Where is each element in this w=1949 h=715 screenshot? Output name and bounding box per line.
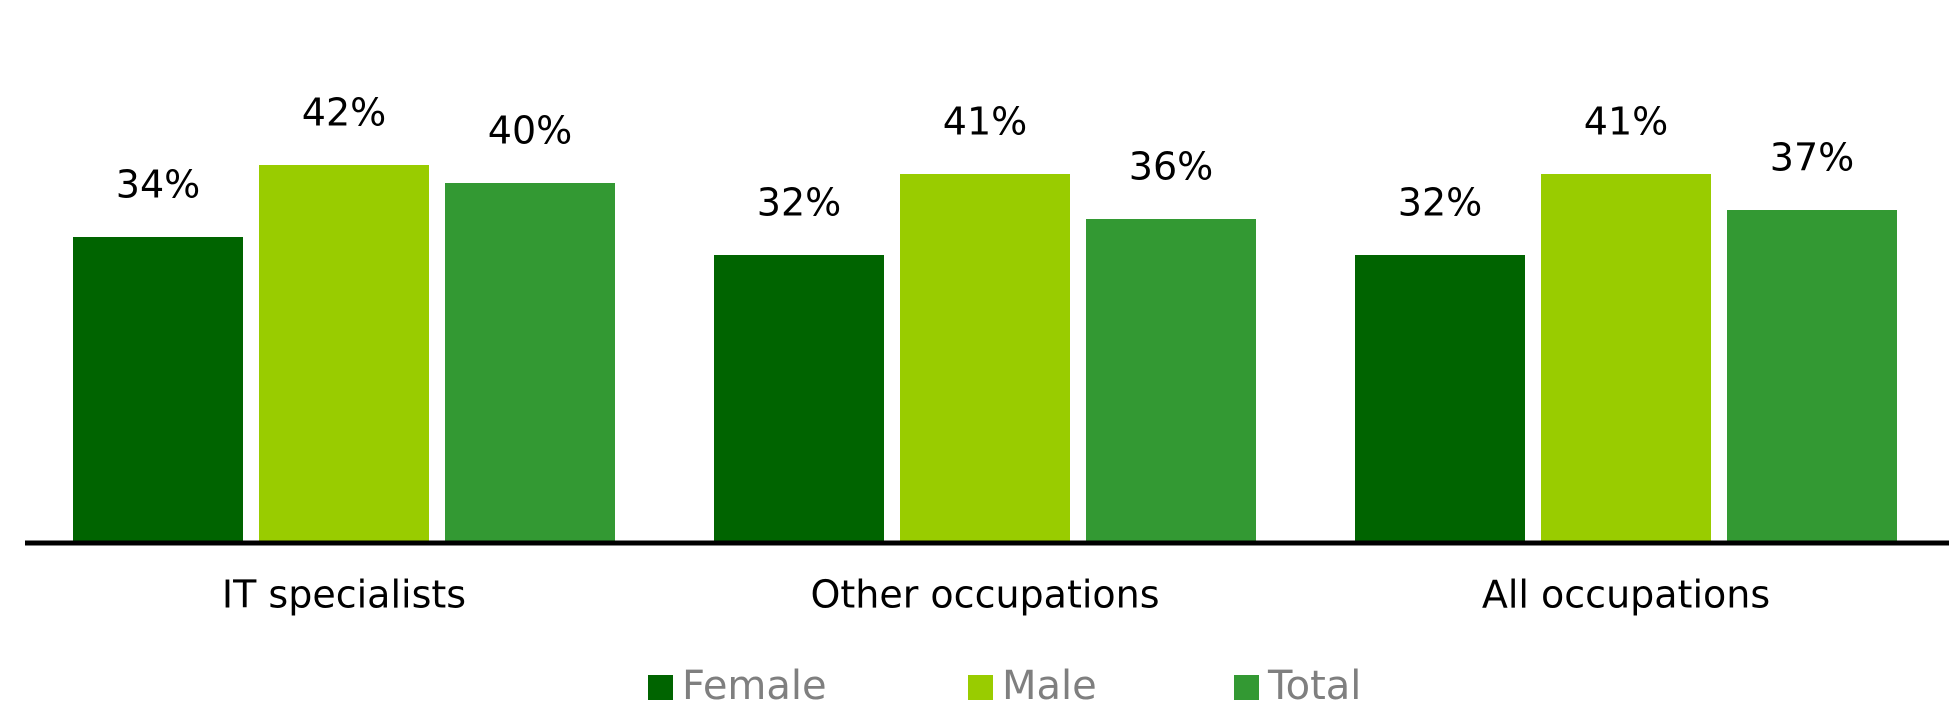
bar: [900, 174, 1070, 543]
value-label: 36%: [1129, 145, 1213, 189]
x-tick-label: Other occupations: [810, 573, 1159, 617]
bar: [445, 183, 615, 543]
legend-swatch: [648, 675, 673, 700]
bar: [714, 255, 884, 543]
value-label: 32%: [757, 181, 841, 225]
value-label: 34%: [116, 163, 200, 207]
x-tick-label: IT specialists: [222, 573, 466, 617]
bar: [259, 165, 429, 543]
value-label: 40%: [488, 109, 572, 153]
value-label: 41%: [1584, 100, 1668, 144]
legend-swatch: [968, 675, 993, 700]
legend-label: Male: [1002, 663, 1097, 709]
value-label: 32%: [1398, 181, 1482, 225]
bar: [1355, 255, 1525, 543]
value-label: 37%: [1770, 136, 1854, 180]
value-label: 42%: [302, 91, 386, 135]
bar: [1541, 174, 1711, 543]
value-label: 41%: [943, 100, 1027, 144]
bar: [1086, 219, 1256, 543]
legend-label: Total: [1267, 663, 1361, 709]
legend-label: Female: [682, 663, 827, 709]
bar: [1727, 210, 1897, 543]
legend-swatch: [1234, 675, 1259, 700]
bar: [73, 237, 243, 543]
x-tick-label: All occupations: [1482, 573, 1770, 617]
